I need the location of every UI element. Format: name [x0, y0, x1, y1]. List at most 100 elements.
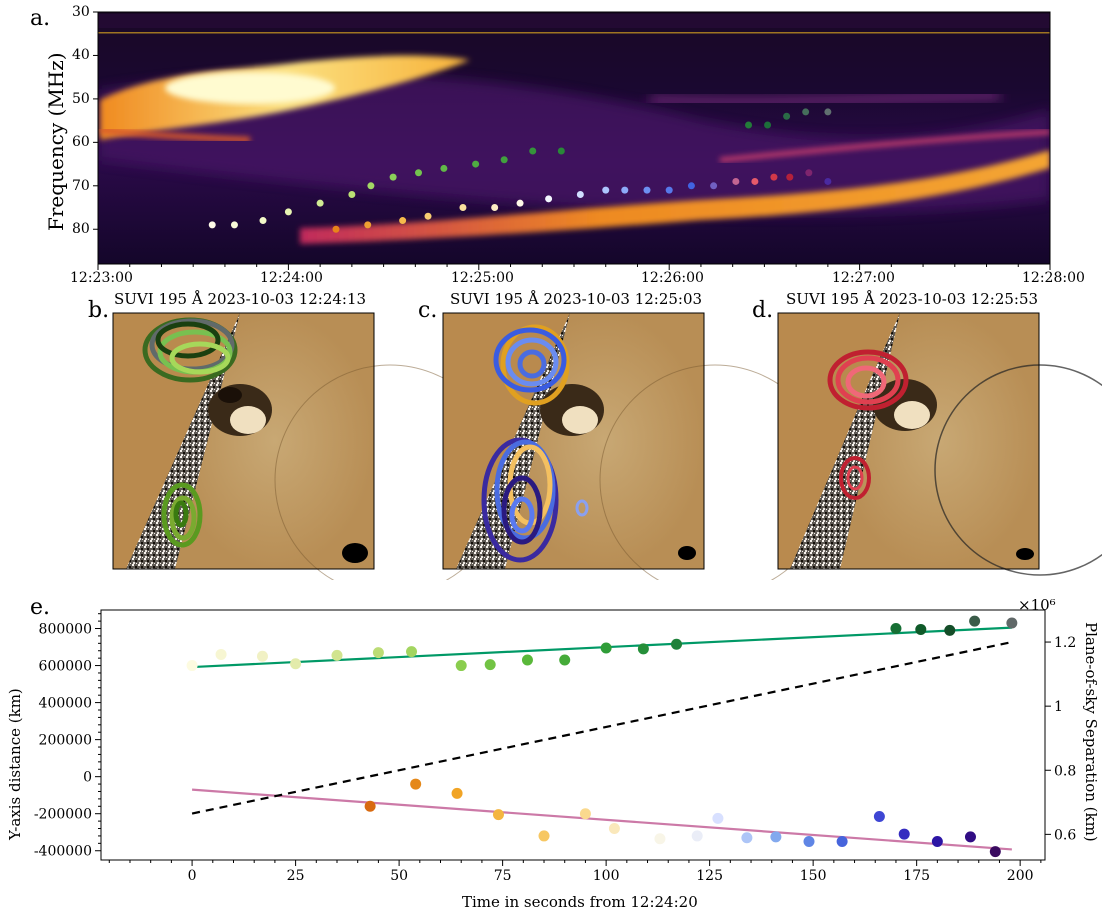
e-ytick-right-label: 1 — [1054, 699, 1063, 715]
panel-e-chart: 0 25 50 75 100 125 150 175 200 -400000 -200000 0 200… — [34, 609, 1076, 884]
a-drift-point-upper — [440, 164, 448, 172]
e-south-point — [492, 809, 504, 821]
e-ytick-label: 600000 — [39, 659, 92, 675]
e-south-point — [364, 800, 376, 812]
e-south-point — [538, 830, 550, 842]
panel-d-image — [778, 313, 1102, 576]
a-drift-point-upper — [367, 182, 375, 190]
e-north-point — [637, 643, 649, 655]
panel-c-image — [443, 313, 831, 580]
e-north-point — [290, 658, 302, 670]
e-south-point — [691, 830, 703, 842]
e-north-point — [215, 648, 227, 660]
e-south-point — [608, 823, 620, 835]
a-ytick-40: 40 — [72, 47, 90, 63]
e-ytick-label: -400000 — [34, 844, 92, 860]
e-south-point — [451, 787, 463, 799]
a-drift-point-lower — [824, 177, 832, 185]
a-drift-point-upper — [415, 169, 423, 177]
e-south-point — [836, 835, 848, 847]
e-south-point — [741, 832, 753, 844]
e-ylabel-right: Plane-of-sky Separation (km) — [1082, 622, 1100, 842]
e-north-point — [969, 615, 981, 627]
a-drift-point-upper — [316, 199, 324, 207]
euv-images — [112, 312, 1102, 580]
a-drift-point-lower — [732, 177, 740, 185]
a-drift-point-upper — [348, 190, 356, 198]
a-drift-point-lower — [751, 177, 759, 185]
panel-a-chart — [93, 11, 1051, 270]
e-ytick-right-label: 0.8 — [1054, 763, 1076, 779]
e-north-point — [671, 638, 683, 650]
e-north-point — [406, 646, 418, 658]
panel-b-title: SUVI 195 Å 2023-10-03 12:24:13 — [114, 290, 367, 308]
a-drift-point-lower — [332, 225, 340, 233]
e-north-point — [944, 624, 956, 636]
e-south-point — [579, 808, 591, 820]
e-south-point — [931, 835, 943, 847]
e-north-point — [890, 623, 902, 635]
a-drift-point-lower — [710, 182, 718, 190]
a-drift-point-lower — [491, 204, 499, 212]
e-xtick-label: 100 — [593, 868, 620, 884]
a-drift-point-upper — [529, 147, 537, 155]
e-north-point — [256, 650, 268, 662]
a-drift-point-upper — [208, 221, 216, 229]
a-drift-point-lower — [459, 204, 467, 212]
e-north-point — [915, 623, 927, 635]
e-north-point — [186, 660, 198, 672]
a-drift-point-lower — [786, 173, 794, 181]
a-ytick-70: 70 — [72, 178, 90, 194]
a-ytick-30: 30 — [72, 4, 90, 20]
e-xlabel: Time in seconds from 12:24:20 — [462, 893, 698, 911]
panel-a-label: a. — [30, 6, 51, 31]
a-drift-point-upper — [557, 147, 565, 155]
panel-e-label: e. — [30, 595, 51, 620]
panel-c-title: SUVI 195 Å 2023-10-03 12:25:03 — [450, 290, 703, 308]
e-ytick-label: 0 — [83, 770, 92, 786]
a-xtick-4: 12:27:00 — [832, 270, 895, 286]
a-drift-point-lower — [399, 217, 407, 225]
a-drift-point-lower — [602, 186, 610, 194]
a-drift-point-lower — [364, 221, 372, 229]
a-ytick-60: 60 — [72, 134, 90, 150]
a-drift-point-upper — [745, 121, 753, 129]
e-ytick-label: 400000 — [39, 696, 92, 712]
e-north-point — [372, 647, 384, 659]
a-drift-point-upper — [824, 108, 832, 116]
e-separation-line — [191, 640, 1013, 815]
a-drift-point-lower — [643, 186, 651, 194]
a-xtick-1: 12:24:00 — [260, 270, 323, 286]
e-ytick-label: 200000 — [39, 733, 92, 749]
panel-b-label: b. — [88, 298, 110, 323]
panel-b-image — [113, 313, 506, 580]
e-south-point — [989, 846, 1001, 858]
a-xtick-0: 12:23:00 — [70, 270, 133, 286]
a-drift-point-upper — [783, 112, 791, 120]
a-ytick-50: 50 — [72, 91, 90, 107]
a-drift-point-upper — [389, 173, 397, 181]
e-south-point — [964, 831, 976, 843]
e-xtick-label: 50 — [390, 868, 408, 884]
a-drift-point-lower — [516, 199, 524, 207]
e-north-point — [1006, 617, 1018, 629]
e-xtick-label: 200 — [1007, 868, 1034, 884]
a-drift-point-lower — [805, 169, 813, 177]
a-drift-point-upper — [802, 108, 810, 116]
e-north-point — [331, 649, 343, 661]
e-xtick-label: 150 — [800, 868, 827, 884]
e-ytick-label: 800000 — [39, 622, 92, 638]
e-north-point — [600, 642, 612, 654]
e-xtick-label: 25 — [287, 868, 305, 884]
e-ytick-label: -200000 — [34, 807, 92, 823]
e-south-point — [898, 828, 910, 840]
a-drift-point-lower — [770, 173, 778, 181]
e-xtick-label: 75 — [494, 868, 512, 884]
a-drift-point-upper — [284, 208, 292, 216]
e-ytick-right-label: 1.2 — [1054, 635, 1076, 651]
e-xtick-label: 175 — [903, 868, 930, 884]
a-drift-point-lower — [687, 182, 695, 190]
e-ylabel-left: Y-axis distance (km) — [6, 688, 24, 840]
a-drift-point-upper — [764, 121, 772, 129]
e-right-multiplier: ×10⁶ — [1018, 596, 1056, 614]
